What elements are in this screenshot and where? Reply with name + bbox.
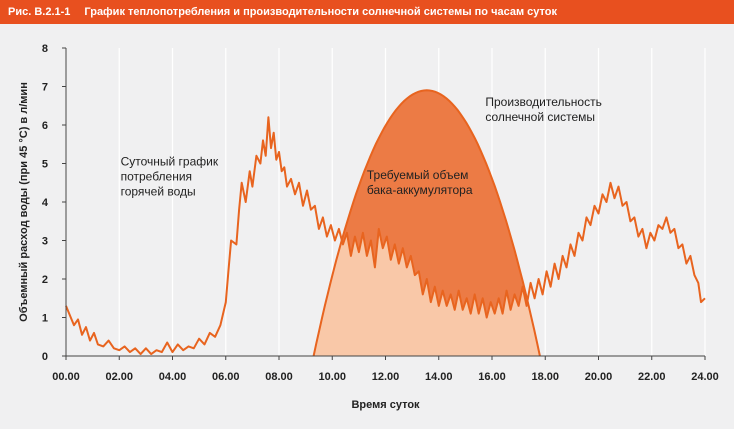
area-layer [312, 89, 541, 357]
annotation-1: Суточный график потребления горячей воды [121, 154, 219, 198]
x-tick-label: 02.00 [105, 371, 133, 383]
x-tick-label: 20.00 [585, 371, 613, 383]
figure-number: Рис. B.2.1-1 [8, 6, 71, 18]
x-tick-label: 14.00 [425, 371, 453, 383]
x-axis-title: Время суток [351, 399, 420, 411]
x-tick-label: 16.00 [478, 371, 506, 383]
y-tick-label: 4 [42, 197, 49, 209]
annotation-line: потребления [121, 169, 192, 183]
y-tick-label: 8 [42, 43, 48, 55]
x-tick-label: 10.00 [318, 371, 346, 383]
annotation-line: бака-аккумулятора [367, 183, 473, 197]
annotation-line: Суточный график [121, 154, 219, 168]
y-tick-label: 7 [42, 82, 48, 94]
annotation-line: Производительность [485, 95, 601, 109]
line-layer [65, 116, 706, 356]
y-tick-label: 1 [42, 313, 48, 325]
y-tick-label: 0 [42, 351, 48, 363]
x-tick-label: 00.00 [52, 371, 80, 383]
annotation-line: солнечной системы [485, 110, 595, 124]
x-tick-label: 08.00 [265, 371, 293, 383]
figure-header: Рис. B.2.1-1 График теплопотребления и п… [0, 0, 734, 24]
y-tick-label: 3 [42, 236, 48, 248]
figure-title: График теплопотребления и производительн… [84, 6, 557, 18]
x-tick-label: 04.00 [159, 371, 187, 383]
x-tick-label: 24.00 [691, 371, 719, 383]
y-tick-label: 5 [42, 159, 48, 171]
consumption-line [65, 116, 706, 356]
x-tick-label: 22.00 [638, 371, 666, 383]
annotation-2: Требуемый объем бака-аккумулятора [367, 168, 473, 197]
y-tick-label: 2 [42, 274, 48, 286]
annotation-line: горячей воды [121, 184, 196, 198]
x-tick-label: 12.00 [372, 371, 400, 383]
annotation-3: Производительность солнечной системы [485, 95, 601, 124]
annotation-layer: Суточный график потребления горячей воды Тр… [121, 95, 602, 199]
y-tick-label: 6 [42, 120, 48, 132]
solar-production-outline [312, 89, 541, 357]
x-tick-label: 06.00 [212, 371, 240, 383]
annotation-line: Требуемый объем [367, 168, 469, 182]
axis-layer: 00.00 02.00 04.00 06.00 08.00 10.00 12.00 14.00… [42, 43, 719, 383]
x-tick-label: 18.00 [531, 371, 559, 383]
y-axis-title: Объемный расход воды (при 45 °C) в л/мин [18, 82, 30, 322]
